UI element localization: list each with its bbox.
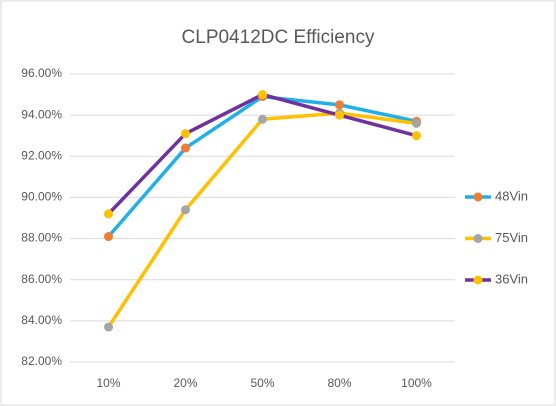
y-tick-label: 84.00% [21,313,62,327]
marker [258,90,267,100]
x-tick-label: 80% [327,376,351,390]
x-tick-label: 20% [173,376,197,390]
legend-label: 75Vin [495,230,528,245]
marker [104,232,113,242]
legend-marker [473,275,483,285]
y-tick-label: 92.00% [21,148,62,162]
marker [104,209,113,219]
marker [181,129,190,139]
marker [412,131,421,141]
legend-label: 48Vin [495,188,528,203]
y-tick-label: 82.00% [21,354,62,368]
y-tick-label: 86.00% [21,272,62,286]
y-tick-label: 88.00% [21,231,62,245]
chart-title: CLP0412DC Efficiency [182,27,375,48]
marker [335,110,344,120]
x-tick-label: 100% [401,376,432,390]
marker [181,205,190,215]
legend-label: 36Vin [495,271,528,286]
legend-marker [473,192,483,202]
y-tick-label: 96.00% [21,66,62,80]
marker [412,118,421,128]
y-tick-label: 94.00% [21,107,62,121]
x-tick-label: 10% [96,376,120,390]
marker [258,114,267,124]
legend-marker [473,234,483,243]
marker [335,100,344,110]
y-tick-label: 90.00% [21,190,62,204]
marker [181,143,190,153]
marker [104,322,113,332]
x-tick-label: 50% [250,376,274,390]
